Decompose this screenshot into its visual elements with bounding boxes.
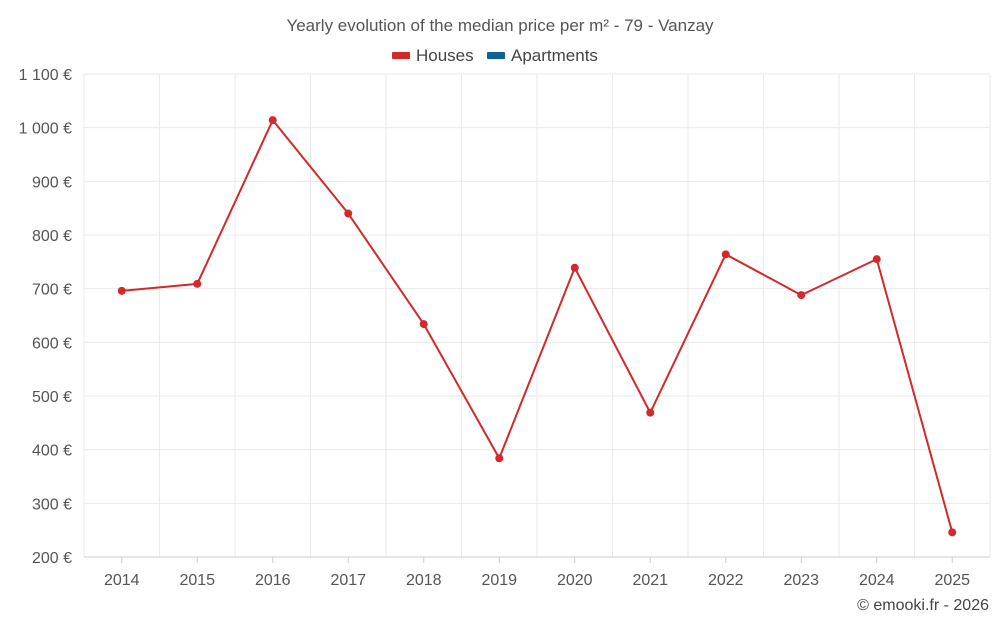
x-tick-label: 2025	[934, 572, 970, 589]
grid	[83, 73, 991, 557]
y-tick-label: 1 000 €	[19, 121, 72, 138]
data-point-houses-2023	[797, 291, 806, 300]
legend-swatch-apartments	[487, 52, 505, 59]
y-tick-label: 700 €	[32, 282, 72, 299]
y-tick-label: 900 €	[32, 174, 72, 191]
x-tick-label: 2014	[104, 572, 140, 589]
legend: Houses Apartments	[392, 46, 598, 65]
y-tick-label: 200 €	[32, 550, 72, 567]
y-tick-label: 600 €	[32, 335, 72, 352]
legend-item-houses[interactable]: Houses	[392, 46, 474, 65]
data-point-houses-2020	[570, 263, 579, 272]
legend-label-houses: Houses	[416, 46, 474, 65]
data-point-houses-2015	[193, 279, 202, 288]
y-tick-label: 1 100 €	[19, 67, 72, 84]
data-point-houses-2016	[268, 116, 277, 125]
x-tick-label: 2021	[632, 572, 668, 589]
chart-title: Yearly evolution of the median price per…	[286, 16, 714, 35]
x-tick-label: 2020	[557, 572, 593, 589]
x-tick-label: 2017	[330, 572, 366, 589]
y-tick-label: 500 €	[32, 389, 72, 406]
x-tick-label: 2018	[406, 572, 442, 589]
x-tick-label: 2015	[179, 572, 215, 589]
y-tick-label: 800 €	[32, 228, 72, 245]
data-point-houses-2018	[419, 320, 428, 329]
x-tick-label: 2019	[481, 572, 517, 589]
x-tick-label: 2016	[255, 572, 291, 589]
data-point-houses-2019	[495, 454, 504, 463]
data-point-houses-2017	[344, 209, 353, 218]
data-point-houses-2022	[721, 250, 730, 259]
y-tick-label: 400 €	[32, 443, 72, 460]
data-point-houses-2014	[117, 286, 126, 295]
data-point-houses-2025	[948, 528, 957, 537]
x-tick-label: 2024	[859, 572, 895, 589]
x-tick-label: 2022	[708, 572, 744, 589]
legend-label-apartments: Apartments	[511, 46, 598, 65]
y-axis: 200 € 300 € 400 € 500 € 600 € 700 € 800 € 900 €…	[19, 67, 72, 567]
series-line-houses	[121, 119, 954, 533]
legend-item-apartments[interactable]: Apartments	[487, 46, 598, 65]
series-layer	[117, 116, 957, 537]
y-tick-label: 300 €	[32, 496, 72, 513]
data-point-houses-2024	[872, 255, 881, 264]
data-point-houses-2021	[646, 408, 655, 417]
x-tick-label: 2023	[783, 572, 819, 589]
credit-text: © emooki.fr - 2026	[857, 597, 989, 614]
legend-swatch-houses	[392, 52, 410, 59]
x-axis: 2014 2015 2016 2017 2018 2019 2020 2021 2022 2023…	[84, 556, 990, 589]
